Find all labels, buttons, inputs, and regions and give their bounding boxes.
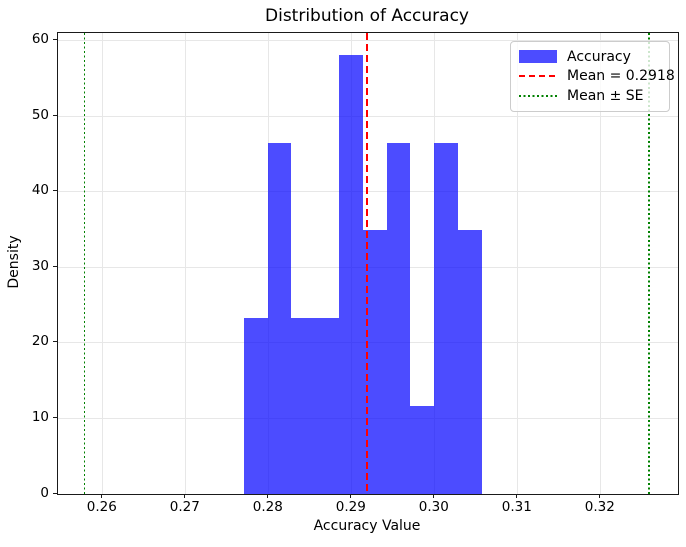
se-line bbox=[83, 33, 86, 494]
bars-layer bbox=[58, 33, 678, 494]
x-tick-label: 0.27 bbox=[169, 499, 200, 515]
histogram-bar bbox=[339, 54, 363, 494]
mean-line bbox=[365, 33, 368, 494]
lines-layer bbox=[58, 33, 678, 494]
histogram-bar bbox=[315, 318, 340, 494]
y-tick-mark bbox=[53, 39, 57, 41]
y-tick-label: 20 bbox=[31, 333, 49, 350]
x-tick-mark bbox=[101, 494, 103, 498]
legend-dashed-line-swatch-icon bbox=[519, 75, 557, 78]
histogram-bar bbox=[410, 406, 435, 494]
legend-dotted-line-swatch-icon bbox=[519, 94, 557, 97]
x-gridline bbox=[600, 33, 602, 494]
y-gridline bbox=[58, 40, 678, 42]
x-tick-mark bbox=[599, 494, 601, 498]
x-tick-mark bbox=[433, 494, 435, 498]
y-tick-mark bbox=[53, 341, 57, 343]
legend-patch-swatch-icon bbox=[519, 50, 557, 64]
legend-label-mean: Mean = 0.2918 bbox=[567, 68, 675, 85]
histogram-bar bbox=[386, 142, 411, 494]
y-axis-label: Density bbox=[6, 235, 22, 289]
x-tick-label: 0.28 bbox=[252, 499, 283, 515]
y-tick-label: 40 bbox=[31, 182, 49, 199]
legend-item-mean: Mean = 0.2918 bbox=[519, 67, 675, 87]
histogram-bar bbox=[434, 142, 459, 494]
se-line bbox=[648, 33, 650, 494]
x-tick-mark bbox=[184, 494, 186, 498]
histogram-bar bbox=[458, 230, 482, 494]
y-tick-label: 30 bbox=[31, 257, 49, 274]
x-gridline bbox=[517, 33, 519, 494]
x-tick-label: 0.30 bbox=[418, 499, 449, 515]
y-tick-label: 50 bbox=[31, 106, 49, 123]
y-tick-mark bbox=[53, 492, 57, 494]
x-tick-label: 0.32 bbox=[584, 499, 615, 515]
y-gridline bbox=[58, 115, 678, 117]
y-tick-label: 0 bbox=[40, 484, 49, 501]
y-tick-label: 10 bbox=[31, 408, 49, 425]
x-tick-label: 0.31 bbox=[501, 499, 532, 515]
y-tick-label: 60 bbox=[31, 31, 49, 48]
histogram-bar bbox=[291, 318, 316, 494]
chart-title: Distribution of Accuracy bbox=[265, 6, 469, 26]
histogram-bar bbox=[362, 230, 387, 494]
histogram-bar bbox=[267, 142, 292, 494]
y-tick-mark bbox=[53, 114, 57, 116]
y-tick-mark bbox=[53, 416, 57, 418]
legend: Accuracy Mean = 0.2918 Mean ± SE bbox=[510, 41, 675, 112]
legend-label-accuracy: Accuracy bbox=[567, 48, 631, 65]
x-axis-label: Accuracy Value bbox=[313, 518, 421, 534]
y-tick-mark bbox=[53, 265, 57, 267]
y-tick-mark bbox=[53, 190, 57, 192]
x-gridline bbox=[185, 33, 187, 494]
x-tick-mark bbox=[516, 494, 518, 498]
histogram-bar bbox=[243, 318, 268, 494]
x-tick-mark bbox=[350, 494, 352, 498]
x-tick-mark bbox=[267, 494, 269, 498]
y-gridline bbox=[58, 191, 678, 193]
legend-label-mean-se: Mean ± SE bbox=[567, 87, 644, 104]
legend-item-mean-se: Mean ± SE bbox=[519, 86, 661, 106]
x-gridline bbox=[102, 33, 104, 494]
x-tick-label: 0.29 bbox=[335, 499, 366, 515]
x-tick-label: 0.26 bbox=[86, 499, 117, 515]
legend-item-accuracy: Accuracy bbox=[519, 47, 661, 67]
